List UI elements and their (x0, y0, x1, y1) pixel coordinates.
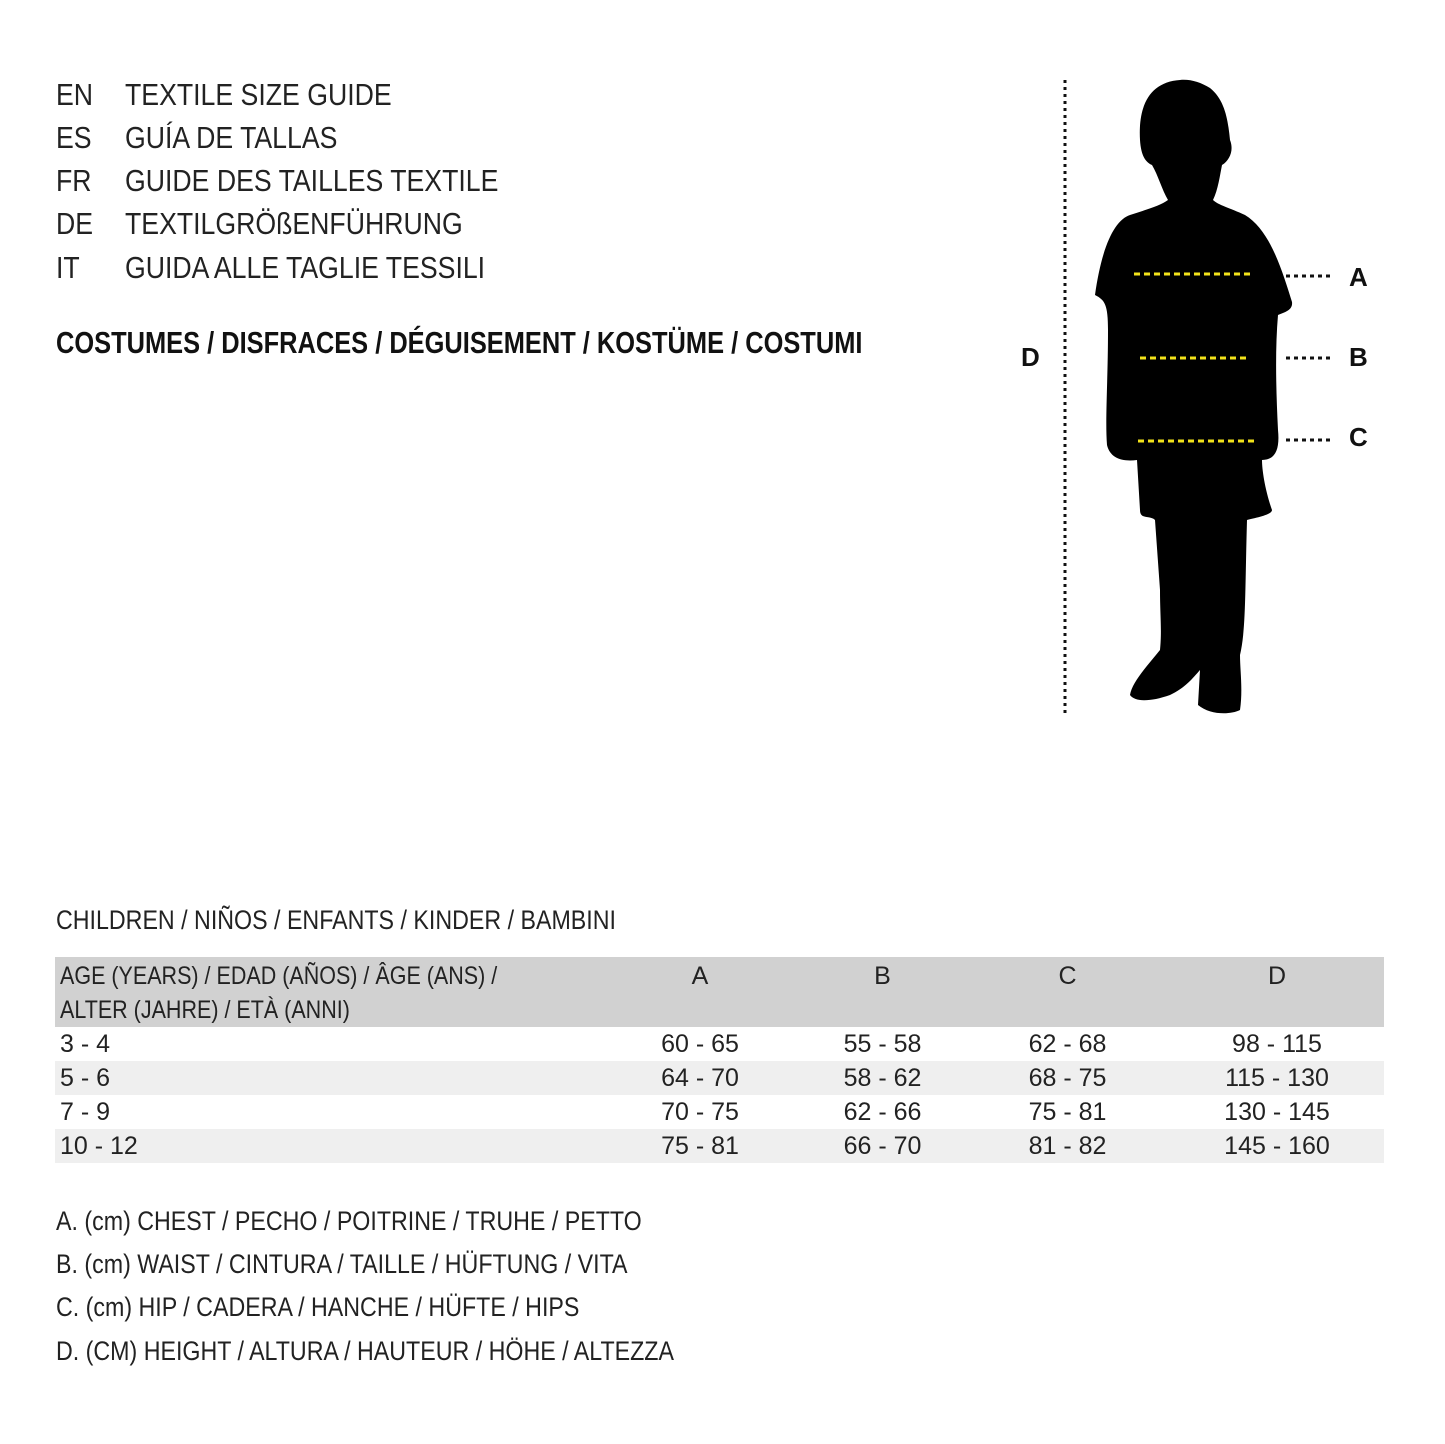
table-row: 7 - 9 70 - 75 62 - 66 75 - 81 130 - 145 (55, 1095, 1384, 1129)
cell-c: 81 - 82 (965, 1129, 1170, 1163)
legend-item-b: B. (cm) WAIST / CINTURA / TAILLE / HÜFTU… (56, 1244, 721, 1284)
legend-item-c: C. (cm) HIP / CADERA / HANCHE / HÜFTE / … (56, 1287, 665, 1327)
category-text: COSTUMES / DISFRACES / DÉGUISEMENT / KOS… (56, 325, 863, 360)
header-c: C (965, 957, 1170, 1027)
cell-d: 98 - 115 (1232, 1030, 1322, 1058)
header-age-line2: ALTER (JAHRE) / ETÀ (ANNI) (60, 996, 350, 1024)
lang-title: GUÍA DE TALLAS (125, 120, 338, 155)
lang-code: IT (56, 250, 80, 285)
header-b: B (800, 957, 965, 1027)
cell-age: 3 - 4 (60, 1030, 111, 1058)
table-caption: CHILDREN / NIÑOS / ENFANTS / KINDER / BA… (56, 905, 707, 936)
table-row: 10 - 12 75 - 81 66 - 70 81 - 82 145 - 16… (55, 1129, 1384, 1163)
category-heading: COSTUMES / DISFRACES / DÉGUISEMENT / KOS… (56, 325, 1039, 361)
size-table: AGE (YEARS) / EDAD (AÑOS) / ÂGE (ANS) / A… (55, 957, 1384, 1163)
label-b: B (1349, 342, 1368, 372)
legend-text: D. (CM) HEIGHT / ALTURA / HAUTEUR / HÖHE… (56, 1336, 674, 1366)
legend-item-d: D. (CM) HEIGHT / ALTURA / HAUTEUR / HÖHE… (56, 1331, 775, 1371)
cell-d: 130 - 145 (1224, 1098, 1330, 1126)
cell-d: 145 - 160 (1170, 1129, 1384, 1163)
table-caption-text: CHILDREN / NIÑOS / ENFANTS / KINDER / BA… (56, 905, 616, 935)
legend-item-a: A. (cm) CHEST / PECHO / POITRINE / TRUHE… (56, 1201, 737, 1241)
lang-code: FR (56, 163, 92, 198)
cell-a: 64 - 70 (600, 1061, 800, 1095)
cell-b: 66 - 70 (800, 1129, 965, 1163)
table-header-row: AGE (YEARS) / EDAD (AÑOS) / ÂGE (ANS) / A… (55, 957, 1384, 1027)
lang-title: GUIDE DES TAILLES TEXTILE (125, 163, 499, 198)
cell-b: 55 - 58 (843, 1030, 922, 1058)
label-a: A (1349, 262, 1368, 292)
cell-age: 7 - 9 (60, 1098, 111, 1126)
cell-c: 62 - 68 (1028, 1030, 1107, 1058)
cell-a: 70 - 75 (661, 1098, 739, 1126)
lang-title: GUIDA ALLE TAGLIE TESSILI (125, 250, 486, 285)
lang-title: TEXTILE SIZE GUIDE (125, 77, 392, 112)
cell-age: 10 - 12 (55, 1129, 600, 1163)
cell-c: 75 - 81 (1028, 1098, 1107, 1126)
lang-code: EN (56, 77, 94, 112)
header-a: A (600, 957, 800, 1027)
header-age: AGE (YEARS) / EDAD (AÑOS) / ÂGE (ANS) / A… (55, 957, 600, 1027)
cell-a: 60 - 65 (661, 1030, 739, 1058)
header-d: D (1170, 957, 1384, 1027)
cell-b: 58 - 62 (800, 1061, 965, 1095)
label-c: C (1349, 422, 1368, 452)
child-silhouette-figure (1063, 79, 1330, 715)
table-row: 5 - 6 64 - 70 58 - 62 68 - 75 115 - 130 (55, 1061, 1384, 1095)
lang-title: TEXTILGRÖßENFÜHRUNG (125, 206, 463, 241)
cell-c: 68 - 75 (965, 1061, 1170, 1095)
cell-a: 75 - 81 (600, 1129, 800, 1163)
table-row: 3 - 4 60 - 65 55 - 58 62 - 68 98 - 115 (55, 1027, 1384, 1061)
legend-text: B. (cm) WAIST / CINTURA / TAILLE / HÜFTU… (56, 1249, 628, 1279)
lang-code: DE (56, 206, 94, 241)
cell-b: 62 - 66 (843, 1098, 922, 1126)
lang-code: ES (56, 120, 92, 155)
legend-text: A. (cm) CHEST / PECHO / POITRINE / TRUHE… (56, 1206, 642, 1236)
cell-d: 115 - 130 (1170, 1061, 1384, 1095)
child-silhouette (1095, 79, 1293, 714)
header-age-line1: AGE (YEARS) / EDAD (AÑOS) / ÂGE (ANS) / (60, 962, 498, 990)
legend-text: C. (cm) HIP / CADERA / HANCHE / HÜFTE / … (56, 1292, 580, 1322)
label-d: D (1021, 342, 1040, 372)
cell-age: 5 - 6 (55, 1061, 600, 1095)
